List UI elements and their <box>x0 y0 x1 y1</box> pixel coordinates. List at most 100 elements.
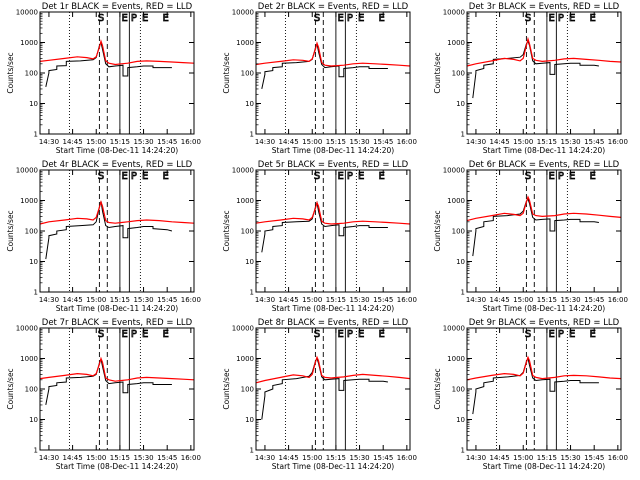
x-tick-label: 14:45 <box>489 138 509 146</box>
marker-letter-label: S <box>98 171 104 182</box>
chart-title: Det 4r BLACK = Events, RED = LLD <box>42 160 193 170</box>
x-tick-label: 14:30 <box>255 138 275 146</box>
marker-letter-label: E <box>589 171 595 182</box>
y-tick-label: 100 <box>241 228 254 236</box>
x-tick-label: 15:45 <box>157 296 177 304</box>
y-axis-label: Counts/sec <box>433 210 442 251</box>
y-tick-label: 1000 <box>447 355 465 363</box>
x-tick-label: 15:45 <box>373 138 393 146</box>
x-tick-label: 15:45 <box>584 296 604 304</box>
x-axis-label: Start Time (08-Dec-11 14:24:20) <box>272 146 394 155</box>
lld-series-line <box>466 195 622 222</box>
lld-series-line <box>466 355 622 381</box>
x-tick-label: 15:30 <box>349 138 369 146</box>
y-tick-label: 10000 <box>16 167 38 175</box>
x-tick-label: 15:45 <box>157 454 177 462</box>
y-axis-label: Counts/sec <box>433 368 442 409</box>
y-tick-label: 100 <box>241 70 254 78</box>
y-tick-label: 100 <box>25 228 38 236</box>
marker-letter-label: S <box>314 171 320 182</box>
x-tick-label: 15:45 <box>584 454 604 462</box>
lld-series-line <box>39 39 195 66</box>
x-axis-label: Start Time (08-Dec-11 14:24:20) <box>483 146 605 155</box>
x-tick-label: 15:15 <box>110 296 130 304</box>
marker-letter-label: E <box>569 13 575 24</box>
y-tick-label: 10 <box>29 416 38 424</box>
x-tick-label: 16:00 <box>181 296 201 304</box>
x-tick-label: 14:30 <box>466 138 486 146</box>
y-tick-label: 1000 <box>20 39 38 47</box>
y-tick-label: 10 <box>29 100 38 108</box>
chart-title: Det 3r BLACK = Events, RED = LLD <box>469 2 620 12</box>
marker-letter-label: E <box>569 329 575 340</box>
marker-letter-label: E <box>589 329 595 340</box>
marker-letter-label: E <box>121 13 127 24</box>
events-series-line <box>45 357 172 405</box>
marker-letter-label: E <box>337 13 343 24</box>
x-tick-label: 14:30 <box>39 296 59 304</box>
y-tick-label: 100 <box>25 70 38 78</box>
x-tick-label: 16:00 <box>181 138 201 146</box>
marker-letter-label: S <box>525 13 531 24</box>
x-tick-label: 15:15 <box>110 138 130 146</box>
marker-letter-label: S <box>98 13 104 24</box>
lld-series-line <box>255 200 411 225</box>
events-series-line <box>261 357 388 420</box>
marker-letter-label: S <box>98 329 104 340</box>
x-tick-label: 14:45 <box>62 454 82 462</box>
plot-frame <box>39 327 195 451</box>
y-axis-label: Counts/sec <box>6 368 15 409</box>
y-tick-label: 1 <box>461 447 465 455</box>
y-tick-label: 10000 <box>232 325 254 333</box>
y-tick-label: 1000 <box>20 197 38 205</box>
marker-letter-label: E <box>162 171 168 182</box>
y-tick-label: 1 <box>461 131 465 139</box>
events-series-line <box>472 357 599 415</box>
marker-letter-label: E <box>378 171 384 182</box>
x-tick-label: 15:30 <box>349 454 369 462</box>
marker-letter-label: E <box>358 329 364 340</box>
marker-letter-label: E <box>162 329 168 340</box>
y-tick-label: 10000 <box>232 167 254 175</box>
marker-letter-label: S <box>525 171 531 182</box>
marker-letter-label: P <box>558 13 564 24</box>
x-tick-label: 14:30 <box>39 138 59 146</box>
x-tick-label: 14:45 <box>489 296 509 304</box>
y-tick-label: 10 <box>456 416 465 424</box>
x-tick-label: 15:15 <box>537 454 557 462</box>
y-tick-label: 100 <box>452 228 465 236</box>
chart-title: Det 9r BLACK = Events, RED = LLD <box>469 318 620 328</box>
y-tick-label: 100 <box>452 386 465 394</box>
lld-series-line <box>255 41 411 67</box>
y-tick-label: 10 <box>456 100 465 108</box>
x-tick-label: 14:30 <box>255 454 275 462</box>
chart-title: Det 8r BLACK = Events, RED = LLD <box>258 318 409 328</box>
marker-letter-label: E <box>337 171 343 182</box>
y-tick-label: 10 <box>456 258 465 266</box>
chart-title: Det 2r BLACK = Events, RED = LLD <box>258 2 409 12</box>
marker-letter-label: S <box>314 329 320 340</box>
x-tick-label: 14:45 <box>489 454 509 462</box>
marker-letter-label: P <box>347 13 353 24</box>
y-tick-label: 10000 <box>443 9 465 17</box>
x-tick-label: 14:30 <box>466 296 486 304</box>
x-tick-label: 14:45 <box>62 296 82 304</box>
events-series-line <box>472 198 599 257</box>
y-axis-label: Counts/sec <box>222 210 231 251</box>
y-tick-label: 10 <box>245 100 254 108</box>
y-tick-label: 100 <box>25 386 38 394</box>
marker-letter-label: E <box>162 13 168 24</box>
x-tick-label: 15:00 <box>86 296 106 304</box>
events-series-line <box>472 40 599 99</box>
marker-letter-label: E <box>142 329 148 340</box>
marker-letter-label: E <box>378 13 384 24</box>
marker-letter-label: E <box>378 329 384 340</box>
